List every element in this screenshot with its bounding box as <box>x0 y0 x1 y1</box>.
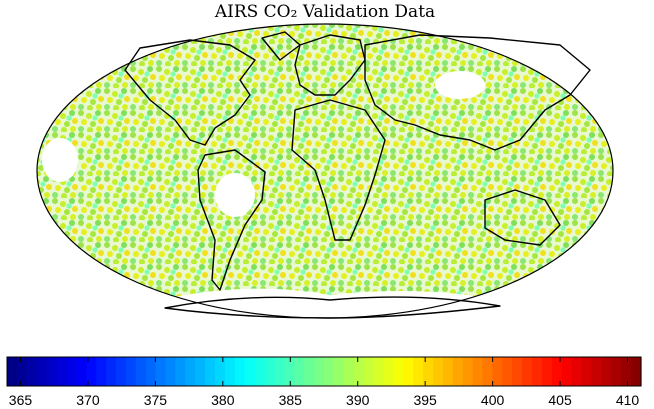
colorbar-step <box>343 357 355 386</box>
colorbar-tick-label: 400 <box>481 392 505 408</box>
colorbar-step <box>532 357 543 386</box>
colorbar-step <box>224 357 236 386</box>
colorbar-step <box>581 357 593 386</box>
map-area <box>37 24 613 318</box>
colorbar-step <box>452 357 464 386</box>
colorbar-tick-label: 405 <box>548 392 572 408</box>
colorbar-step <box>472 357 484 386</box>
colorbar-step <box>512 357 523 386</box>
colorbar-step <box>16 357 28 386</box>
colorbar-step <box>462 357 474 386</box>
colorbar-step <box>403 357 414 386</box>
colorbar-step <box>274 357 285 386</box>
colorbar-step <box>46 357 58 386</box>
colorbar-step <box>363 357 375 386</box>
colorbar-tick-label: 390 <box>346 392 370 408</box>
colorbar-step <box>571 357 583 386</box>
colorbar-step <box>86 357 97 386</box>
colorbar-step <box>36 357 48 386</box>
colorbar-step <box>66 357 77 386</box>
colorbar-step <box>56 357 68 386</box>
colorbar-step <box>26 357 38 386</box>
colorbar-step <box>115 357 127 386</box>
colorbar-tick-label: 375 <box>144 392 168 408</box>
colorbar-step <box>304 357 315 386</box>
colorbar-tick-label: 410 <box>616 392 640 408</box>
colorbar-step <box>522 357 533 386</box>
colorbar-step <box>621 357 632 386</box>
colorbar-step <box>7 357 18 386</box>
colorbar-step <box>432 357 444 386</box>
colorbar-step <box>413 357 424 386</box>
colorbar-step <box>165 357 177 386</box>
colorbar-step <box>333 357 345 386</box>
colorbar-step <box>353 357 365 386</box>
colorbar-frame <box>6 356 642 387</box>
colorbar-step <box>135 357 147 386</box>
chart-title: AIRS CO₂ Validation Data <box>214 2 435 22</box>
colorbar-step <box>314 357 325 386</box>
colorbar-step <box>125 357 137 386</box>
colorbar-step <box>264 357 276 386</box>
colorbar-step <box>551 357 563 386</box>
colorbar-step <box>502 357 513 386</box>
colorbar-step <box>284 357 295 386</box>
colorbar-step <box>234 357 246 386</box>
colorbar-step <box>145 357 157 386</box>
colorbar-step <box>611 357 622 386</box>
colorbar-step <box>373 357 385 386</box>
colorbar-step <box>185 357 196 386</box>
colorbar-step <box>591 357 602 386</box>
colorbar-step <box>205 357 216 386</box>
colorbar-step <box>244 357 256 386</box>
colorbar-step <box>254 357 266 386</box>
colorbar-step <box>76 357 87 386</box>
coastlines <box>36 23 614 319</box>
colorbar-tick-label: 365 <box>9 392 33 408</box>
colorbar-tick-label: 370 <box>76 392 100 408</box>
colorbar-step <box>96 357 107 386</box>
colorbar-tick-label: 385 <box>279 392 303 408</box>
colorbar-step <box>541 357 553 386</box>
colorbar-step <box>393 357 404 386</box>
colorbar-step <box>106 357 117 386</box>
colorbar-step <box>601 357 612 386</box>
colorbar-step <box>155 357 167 386</box>
colorbar-step <box>324 357 335 386</box>
colorbar-step <box>294 357 305 386</box>
colorbar-step <box>561 357 573 386</box>
colorbar-step <box>195 357 206 386</box>
colorbar-step <box>631 357 642 386</box>
colorbar-step <box>175 357 186 386</box>
colorbar-step <box>492 357 503 386</box>
colorbar-step <box>215 357 226 386</box>
colorbar-tick-label: 380 <box>211 392 235 408</box>
colorbar-step <box>383 357 394 386</box>
colorbar-step <box>482 357 494 386</box>
colorbar-tick-label: 395 <box>413 392 437 408</box>
colorbar-step <box>423 357 434 386</box>
colorbar-step <box>442 357 454 386</box>
